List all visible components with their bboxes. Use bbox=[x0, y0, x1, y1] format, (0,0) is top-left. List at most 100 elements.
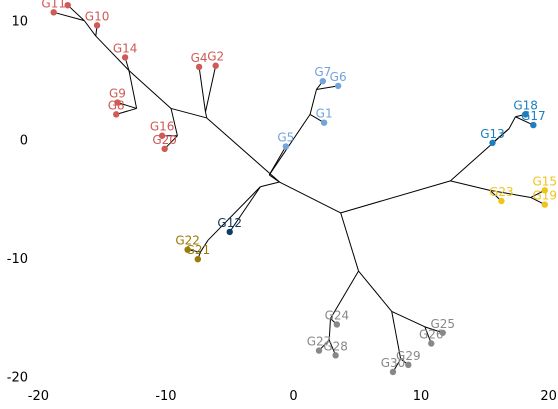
leaf-label-g12: G12 bbox=[217, 216, 242, 230]
leaf-point-g2 bbox=[212, 62, 219, 69]
leaf-label-g28: G28 bbox=[323, 339, 348, 353]
leaf-label-g11: G11 bbox=[41, 0, 66, 10]
branch-N4-N7 bbox=[128, 70, 138, 109]
leaf-label-g16: G16 bbox=[150, 120, 175, 134]
leaf-label-g9: G9 bbox=[109, 87, 126, 101]
leaf-point-g25 bbox=[439, 329, 446, 336]
leaf-point-g12 bbox=[226, 228, 233, 236]
leaf-point-g20 bbox=[161, 145, 168, 153]
x-tick-label: 0 bbox=[289, 389, 297, 404]
leaf-point-g4 bbox=[195, 63, 203, 71]
branch-N5-N6 bbox=[83, 20, 97, 37]
leaf-label-g14: G14 bbox=[113, 41, 138, 55]
y-tick-label: 10 bbox=[11, 15, 28, 30]
leaf-point-g16 bbox=[158, 132, 166, 139]
branch-C-N1 bbox=[279, 181, 341, 214]
leaf-point-g5 bbox=[282, 143, 290, 150]
branch-N7-G8 bbox=[116, 107, 137, 115]
branch-N4-N5 bbox=[95, 35, 130, 71]
leaf-point-g8 bbox=[112, 111, 120, 118]
y-axis-tick-labels: 10 0 -10 -20 bbox=[7, 15, 28, 386]
branch-N20-N23 bbox=[358, 270, 393, 312]
x-tick-label: -10 bbox=[155, 389, 176, 404]
branch-N16-N17 bbox=[508, 116, 516, 129]
leaf-point-g22 bbox=[184, 246, 191, 253]
branch-N1-N10 bbox=[268, 174, 280, 183]
leaf-point-g7 bbox=[319, 77, 327, 85]
leaf-label-g18: G18 bbox=[513, 98, 538, 112]
leaf-label-g3: G3 bbox=[59, 0, 76, 3]
leaf-point-g29 bbox=[405, 361, 412, 369]
branch-N1-N13 bbox=[260, 181, 280, 188]
branch-N2-N9 bbox=[204, 111, 208, 119]
leaf-label-g17: G17 bbox=[521, 109, 546, 123]
leaf-label-g26: G26 bbox=[419, 327, 444, 341]
leaf-label-g6: G6 bbox=[330, 70, 347, 84]
leaf-point-g24 bbox=[333, 321, 341, 328]
branch-N14-N26 bbox=[199, 239, 209, 253]
branch-N23-N25 bbox=[391, 310, 426, 328]
branch-N21-N22 bbox=[328, 318, 331, 340]
leaf-label-g8: G8 bbox=[108, 98, 125, 112]
leaf-point-g9 bbox=[114, 99, 121, 106]
branch-C-N15 bbox=[340, 180, 451, 214]
branch-N2-N3 bbox=[170, 107, 207, 119]
branch-N18-N19 bbox=[489, 189, 531, 198]
leaf-point-g17 bbox=[530, 121, 537, 129]
leaf-label-g13: G13 bbox=[480, 127, 505, 141]
branch-N3-N8 bbox=[170, 108, 178, 136]
leaf-point-g15 bbox=[541, 187, 548, 194]
leaf-points bbox=[50, 1, 548, 376]
x-tick-label: 20 bbox=[540, 389, 557, 404]
branch-N7-G9 bbox=[117, 102, 137, 109]
leaf-label-g22: G22 bbox=[175, 234, 200, 248]
leaf-point-g19 bbox=[541, 201, 548, 208]
leaf-label-g15: G15 bbox=[533, 174, 558, 188]
leaf-point-g27 bbox=[315, 347, 323, 354]
branch-N17-G17 bbox=[515, 116, 534, 126]
branch-N13-N14 bbox=[207, 186, 261, 241]
leaf-point-g23 bbox=[498, 197, 505, 205]
leaf-label-g24: G24 bbox=[325, 308, 350, 322]
leaf-point-g28 bbox=[332, 352, 339, 359]
leaf-label-g23: G23 bbox=[489, 185, 514, 199]
branch-C-N20 bbox=[340, 212, 360, 272]
leaf-label-g19: G19 bbox=[533, 189, 558, 203]
leaf-label-g2: G2 bbox=[207, 50, 224, 64]
branch-N9-G4 bbox=[198, 66, 206, 113]
leaf-label-g7: G7 bbox=[314, 65, 331, 79]
branch-N6-G3 bbox=[67, 4, 85, 21]
leaf-label-g27: G27 bbox=[307, 335, 332, 349]
branch-N3-N4 bbox=[128, 70, 172, 109]
leaf-point-g3 bbox=[64, 1, 71, 9]
branch-N15-N18 bbox=[450, 180, 491, 191]
branch-N11-N12 bbox=[309, 89, 317, 115]
leaf-label-g20: G20 bbox=[152, 133, 177, 147]
x-axis-tick-labels: -20 -10 0 10 20 bbox=[28, 389, 557, 404]
branch-N16-G13 bbox=[492, 128, 510, 144]
leaf-point-g18 bbox=[522, 111, 529, 118]
leaf-point-g26 bbox=[428, 340, 435, 347]
leaf-point-g10 bbox=[93, 22, 101, 29]
leaf-point-g11 bbox=[50, 9, 57, 16]
branch-N23-N24 bbox=[391, 311, 402, 359]
y-tick-label: -10 bbox=[7, 252, 28, 267]
leaf-label-g4: G4 bbox=[191, 51, 208, 65]
leaf-point-g1 bbox=[320, 119, 328, 126]
branch-N13-G12 bbox=[229, 186, 261, 233]
y-tick-label: -20 bbox=[7, 371, 28, 386]
leaf-label-g1: G1 bbox=[316, 107, 333, 121]
leaf-point-g14 bbox=[121, 54, 129, 61]
branch-N1-N2 bbox=[206, 117, 280, 183]
leaf-point-g13 bbox=[489, 139, 496, 147]
leaf-label-g25: G25 bbox=[430, 317, 455, 331]
tree-branches bbox=[53, 4, 546, 373]
leaf-label-g10: G10 bbox=[85, 9, 110, 23]
x-tick-label: 10 bbox=[413, 389, 430, 404]
leaf-point-g30 bbox=[389, 368, 397, 376]
branch-N20-N21 bbox=[330, 270, 359, 319]
leaf-label-g21: G21 bbox=[186, 243, 211, 257]
leaf-label-g29: G29 bbox=[396, 349, 421, 363]
